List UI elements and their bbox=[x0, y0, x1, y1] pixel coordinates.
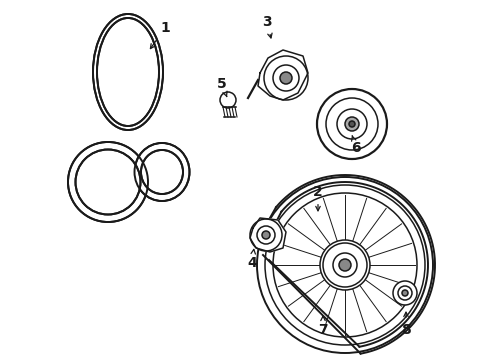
Circle shape bbox=[280, 72, 292, 84]
Text: 7: 7 bbox=[318, 316, 328, 337]
Circle shape bbox=[393, 281, 417, 305]
Ellipse shape bbox=[141, 150, 183, 194]
Circle shape bbox=[273, 193, 417, 337]
Text: 3: 3 bbox=[262, 15, 272, 38]
Ellipse shape bbox=[101, 22, 155, 122]
Ellipse shape bbox=[147, 156, 177, 188]
Circle shape bbox=[250, 219, 282, 251]
Circle shape bbox=[345, 117, 359, 131]
Circle shape bbox=[320, 240, 370, 290]
Circle shape bbox=[323, 243, 367, 287]
Ellipse shape bbox=[82, 156, 134, 208]
Ellipse shape bbox=[134, 143, 190, 201]
Circle shape bbox=[220, 92, 236, 108]
Ellipse shape bbox=[97, 18, 159, 126]
Circle shape bbox=[257, 177, 433, 353]
Ellipse shape bbox=[93, 14, 163, 130]
Text: 4: 4 bbox=[247, 249, 257, 270]
Circle shape bbox=[339, 259, 351, 271]
Circle shape bbox=[402, 290, 408, 296]
Ellipse shape bbox=[68, 142, 148, 222]
Circle shape bbox=[257, 226, 275, 244]
Circle shape bbox=[264, 56, 308, 100]
Text: 8: 8 bbox=[401, 312, 411, 337]
Text: 2: 2 bbox=[313, 185, 323, 211]
Circle shape bbox=[262, 231, 270, 239]
Polygon shape bbox=[250, 218, 286, 252]
Ellipse shape bbox=[75, 149, 141, 215]
Text: 6: 6 bbox=[351, 135, 361, 155]
Text: 5: 5 bbox=[217, 77, 227, 96]
Circle shape bbox=[265, 185, 425, 345]
Circle shape bbox=[317, 89, 387, 159]
Text: 1: 1 bbox=[150, 21, 170, 49]
Circle shape bbox=[273, 65, 299, 91]
Circle shape bbox=[333, 253, 357, 277]
Circle shape bbox=[337, 109, 367, 139]
Circle shape bbox=[326, 98, 378, 150]
Circle shape bbox=[349, 121, 355, 127]
Circle shape bbox=[398, 286, 412, 300]
Polygon shape bbox=[258, 50, 308, 100]
